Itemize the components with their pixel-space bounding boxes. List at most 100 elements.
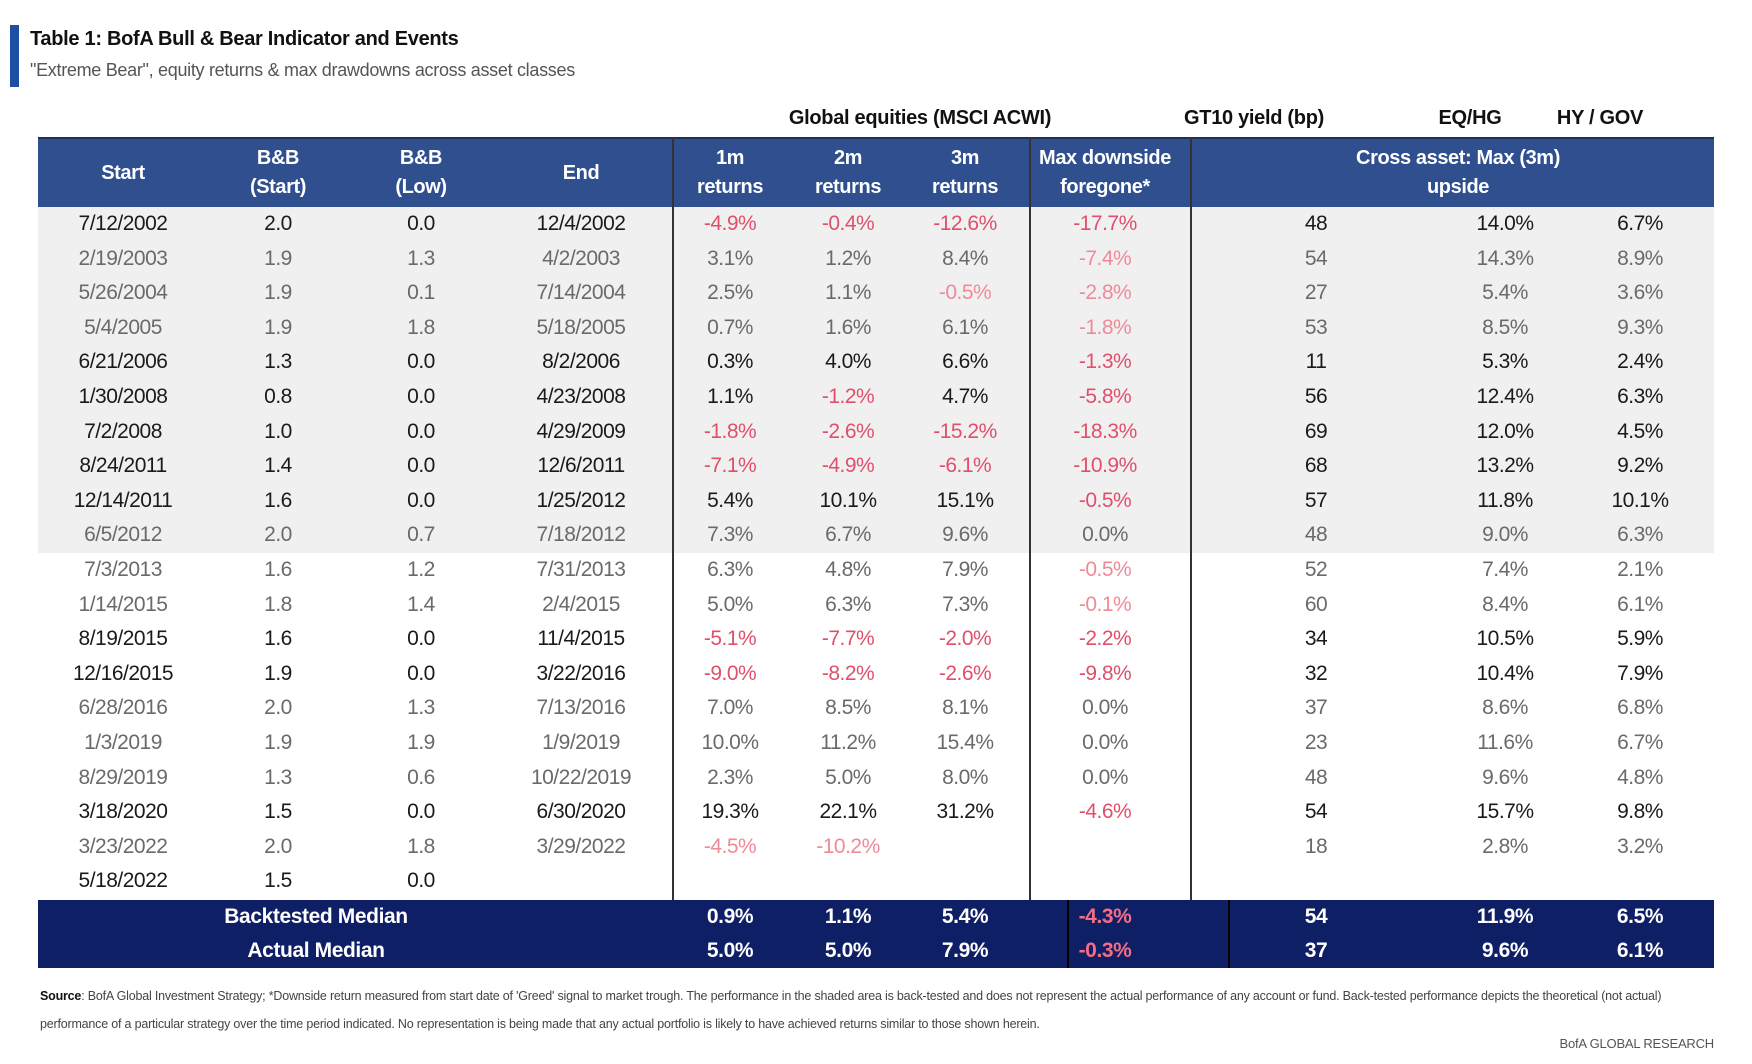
cell-hygov: 3.6%	[1617, 281, 1663, 305]
footer-cell-gt10: 37	[1304, 939, 1328, 962]
cell-r1m: 6.3%	[707, 558, 753, 581]
cell-r1m: 5.4%	[707, 488, 753, 512]
footer-cell-gt10: 54	[1304, 905, 1328, 928]
cell-gt10: 48	[1304, 212, 1328, 235]
cell-eqhg: 14.3%	[1476, 246, 1534, 270]
cell-r2m: 22.1%	[819, 800, 877, 824]
cell-r2m: -7.7%	[821, 627, 875, 651]
cell-start: 8/19/2015	[78, 627, 168, 651]
cell-bb-low: 0.0	[407, 385, 435, 408]
cell-end: 8/2/2006	[542, 350, 620, 374]
cell-maxdown: 0.0%	[1082, 696, 1128, 720]
footer-divider	[1228, 900, 1230, 968]
footer-label: Backtested Median	[224, 905, 408, 928]
cell-maxdown: -4.6%	[1078, 800, 1132, 824]
cell-end: 12/6/2011	[537, 454, 625, 478]
footer-cell-r1m: 5.0%	[706, 939, 754, 962]
cell-eqhg: 12.4%	[1476, 385, 1534, 408]
table-row: 8/29/2019 1.3 0.6 10/22/2019 2.3% 5.0% 8.0% 0.0…	[38, 761, 1714, 796]
cell-bb-start: 1.8	[264, 592, 292, 616]
footer-cell-maxdown: -4.3%	[1078, 905, 1132, 928]
cell-end: 7/14/2004	[536, 281, 626, 305]
table-header: Start B&B (Start) B&B (Low) End 1m retur…	[38, 137, 1714, 209]
group-label-gt10: GT10 yield (bp)	[1184, 107, 1324, 129]
cell-end: 1/9/2019	[542, 731, 620, 754]
footer-label: Actual Median	[247, 939, 385, 962]
cell-bb-start: 1.4	[264, 454, 292, 478]
cell-r1m: 19.3%	[701, 800, 759, 824]
cell-hygov: 2.1%	[1617, 558, 1663, 581]
cell-r1m: -9.0%	[703, 661, 757, 685]
cell-gt10: 57	[1304, 488, 1328, 512]
table-row: 1/14/2015 1.8 1.4 2/4/2015 5.0% 6.3% 7.3% -0.1%…	[38, 588, 1714, 623]
table-row: 6/21/2006 1.3 0.0 8/2/2006 0.3% 4.0% 6.6% -1.3%…	[38, 345, 1714, 380]
cell-hygov: 6.3%	[1617, 385, 1663, 408]
cell-r1m: 0.7%	[707, 315, 753, 339]
cell-eqhg: 2.8%	[1482, 834, 1528, 858]
cell-bb-start: 2.0	[264, 523, 292, 547]
cell-r1m: -4.5%	[703, 834, 757, 858]
cell-gt10: 56	[1304, 385, 1328, 408]
cell-end: 1/25/2012	[536, 488, 626, 512]
cell-maxdown: 0.0%	[1082, 765, 1128, 789]
cell-r1m: -1.8%	[703, 419, 757, 443]
cell-end: 7/18/2012	[536, 523, 626, 547]
cell-start: 3/18/2020	[78, 800, 168, 824]
cell-maxdown: -1.8%	[1078, 315, 1132, 339]
cell-end: 3/29/2022	[536, 834, 626, 858]
cell-r3m: 8.4%	[942, 246, 988, 270]
cell-gt10: 48	[1304, 523, 1328, 547]
cell-bb-low: 1.4	[407, 592, 435, 616]
footer-cell-hygov: 6.5%	[1616, 905, 1664, 928]
cell-hygov: 8.9%	[1617, 246, 1663, 270]
group-label-global-equities: Global equities (MSCI ACWI)	[788, 107, 1052, 129]
cell-gt10: 11	[1305, 350, 1327, 374]
cell-r2m: 4.8%	[825, 558, 871, 581]
cell-gt10: 60	[1304, 592, 1328, 616]
cell-maxdown: -10.9%	[1073, 454, 1137, 478]
cell-bb-start: 1.0	[264, 419, 292, 443]
cell-hygov: 6.7%	[1617, 212, 1663, 235]
cell-gt10: 54	[1304, 800, 1328, 824]
cell-end: 10/22/2019	[530, 765, 632, 789]
cell-gt10: 27	[1304, 281, 1328, 305]
cell-r3m: 8.0%	[942, 765, 988, 789]
cell-bb-start: 1.5	[264, 800, 292, 824]
source-note: Source: BofA Global Investment Strategy;…	[40, 982, 1720, 1038]
cell-maxdown: -1.3%	[1078, 350, 1132, 374]
table-row: 7/3/2013 1.6 1.2 7/31/2013 6.3% 4.8% 7.9% -0.5%…	[38, 553, 1714, 588]
cell-end: 6/30/2020	[536, 800, 626, 824]
cell-maxdown: -0.5%	[1078, 558, 1132, 581]
cell-eqhg: 8.6%	[1482, 696, 1528, 720]
cell-r1m: 1.1%	[707, 385, 753, 408]
source-label: Source	[40, 989, 82, 1003]
footer-divider	[1067, 900, 1069, 968]
cell-bb-start: 1.9	[264, 731, 292, 754]
cell-hygov: 4.5%	[1617, 419, 1663, 443]
cell-end: 4/29/2009	[536, 419, 626, 443]
cell-r2m: 11.2%	[820, 731, 876, 754]
cell-gt10: 53	[1304, 315, 1328, 339]
cell-r3m: 8.1%	[942, 696, 988, 720]
cell-r1m: -4.9%	[703, 212, 757, 235]
cell-eqhg: 5.4%	[1482, 281, 1528, 305]
cell-gt10: 18	[1304, 834, 1328, 858]
cell-r3m: -0.5%	[938, 281, 992, 305]
column-divider	[1029, 137, 1031, 900]
cell-r3m: 15.4%	[936, 731, 994, 754]
cell-hygov: 9.8%	[1617, 800, 1663, 824]
cell-bb-low: 1.8	[407, 834, 435, 858]
table-row: 5/18/2022 1.5 0.0	[38, 864, 1714, 899]
cell-bb-low: 0.0	[407, 627, 435, 651]
cell-end: 12/4/2002	[536, 212, 626, 235]
cell-r3m: -2.6%	[938, 661, 992, 685]
header-start: Start	[101, 161, 145, 184]
cell-bb-start: 1.5	[264, 869, 292, 893]
cell-bb-start: 2.0	[264, 212, 292, 235]
cell-hygov: 4.8%	[1617, 765, 1663, 789]
footer-cell-maxdown: -0.3%	[1078, 939, 1132, 962]
cell-bb-start: 1.6	[264, 488, 292, 512]
brand-label: BofA GLOBAL RESEARCH	[1559, 1036, 1715, 1051]
header-bb-low: B&B (Low)	[395, 147, 447, 198]
table-row: 12/16/2015 1.9 0.0 3/22/2016 -9.0% -8.2% -2.6%…	[38, 657, 1714, 692]
